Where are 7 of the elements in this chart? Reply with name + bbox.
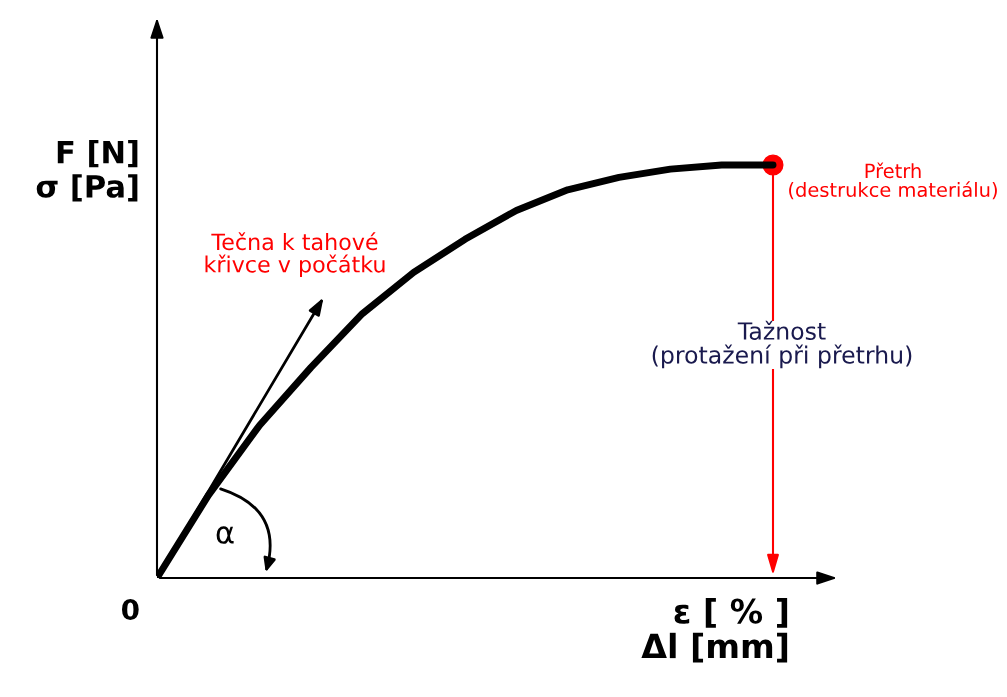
y-axis-title: F [N] σ [Pa]: [36, 140, 138, 202]
annotation: Přetrh (destrukce materiálu): [789, 162, 997, 200]
annotation: Tečna k tahové křivce v počátku: [205, 232, 385, 277]
annotation: α: [216, 526, 234, 544]
text: 0: [122, 599, 139, 621]
annotation: Tažnost (protažení při přetrhu): [652, 320, 912, 369]
x-axis-title: ε [ % ] Δl [mm]: [641, 598, 788, 663]
